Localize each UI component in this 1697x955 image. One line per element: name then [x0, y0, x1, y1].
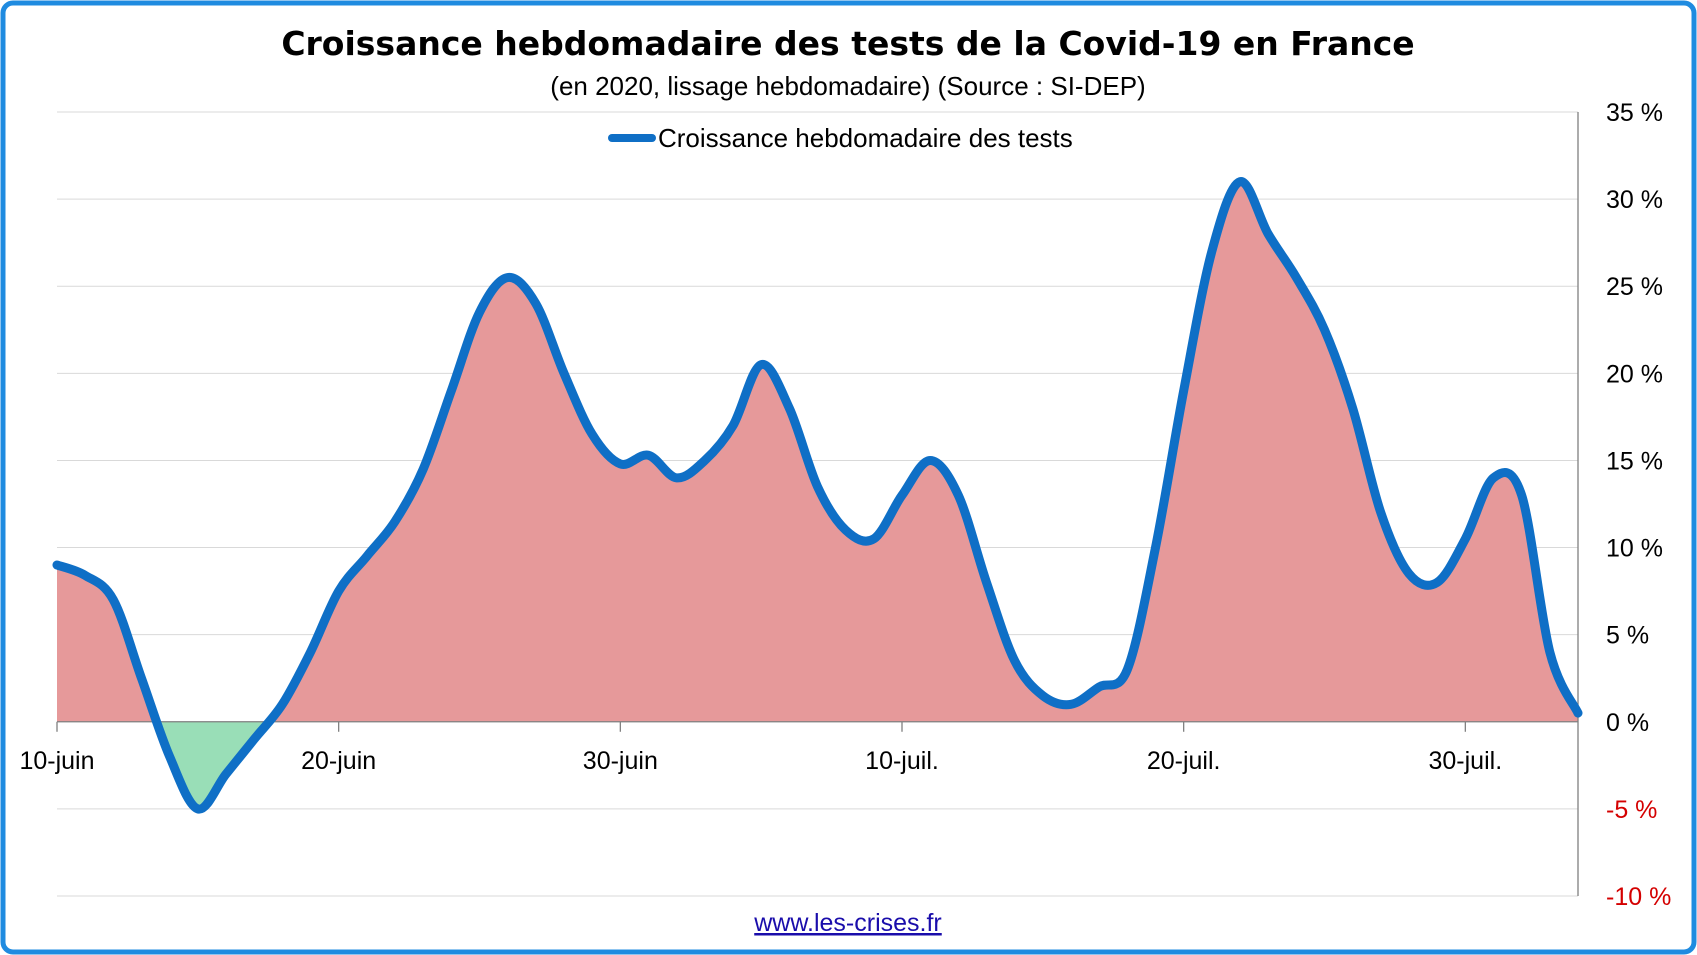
x-tick-label: 10-juil. [865, 747, 939, 775]
y-tick-labels: 35 % 30 % 25 % 20 % 15 % 10 % 5 % 0 % -5 % -10 % [1606, 99, 1671, 911]
chart-subtitle: (en 2020, lissage hebdomadaire) (Source … [550, 71, 1145, 101]
x-tick-label: 30-juil. [1429, 747, 1503, 775]
series-line [52, 177, 1583, 814]
x-tick-label: 20-juil. [1147, 747, 1221, 775]
x-tick-labels: 10-juin 20-juin 30-juin 10-juil. 20-juil. 30-… [19, 747, 1503, 775]
y-tick-label: -5 % [1606, 796, 1657, 824]
chart-title: Croissance hebdomadaire des tests de la … [281, 24, 1414, 63]
series-lines [52, 177, 1583, 814]
y-tick-label: 15 % [1606, 447, 1663, 475]
legend-label: Croissance hebdomadaire des tests [658, 123, 1073, 153]
y-tick-label: 30 % [1606, 186, 1663, 214]
y-tick-label: 10 % [1606, 535, 1663, 563]
x-tick-label: 10-juin [19, 747, 94, 775]
y-tick-label: 0 % [1606, 709, 1649, 737]
legend: Croissance hebdomadaire des tests [608, 123, 1073, 153]
x-tick-label: 20-juin [301, 747, 376, 775]
y-tick-label: 5 % [1606, 622, 1649, 650]
y-tick-label: 25 % [1606, 273, 1663, 301]
y-tick-label: 20 % [1606, 360, 1663, 388]
source-link[interactable]: www.les-crises.fr [753, 909, 942, 937]
y-tick-label: 35 % [1606, 99, 1663, 127]
y-tick-label: -10 % [1606, 883, 1671, 911]
axes [56, 112, 1579, 896]
x-tick-label: 30-juin [583, 747, 658, 775]
